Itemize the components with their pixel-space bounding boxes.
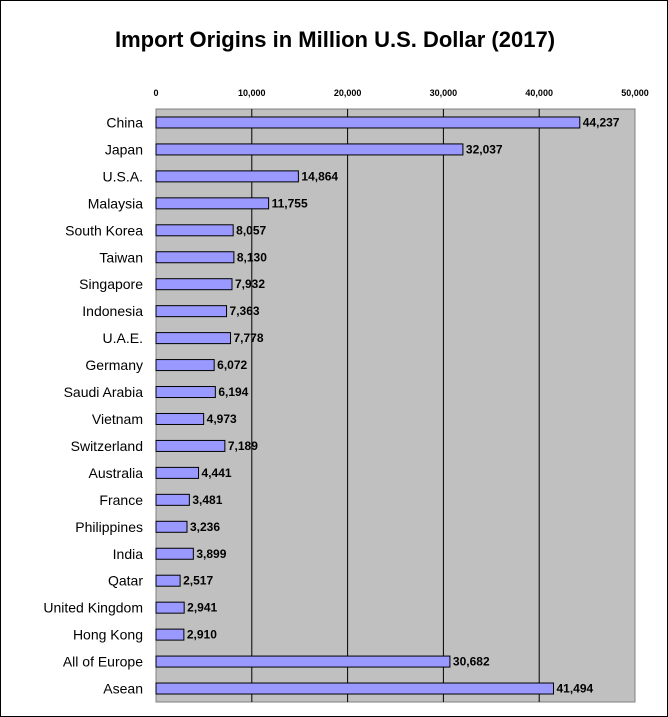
x-tick-label: 0 — [153, 88, 158, 98]
data-label: 41,494 — [557, 682, 594, 696]
x-tick-label: 50,000 — [621, 88, 649, 98]
bar — [155, 574, 181, 587]
category-label: China — [106, 114, 143, 130]
data-label: 44,237 — [583, 115, 620, 129]
data-label: 7,189 — [228, 439, 258, 453]
value-labels: 44,237 32,037 14,864 11,755 8,057 8,130 7,932 7… — [183, 115, 620, 695]
category-label: Hong Kong — [73, 627, 143, 643]
category-label: U.A.E. — [103, 330, 143, 346]
bar — [155, 251, 235, 264]
category-label: Asean — [103, 681, 143, 697]
bar — [155, 601, 185, 614]
category-label: Taiwan — [99, 249, 143, 265]
bar — [155, 332, 232, 345]
category-label: Qatar — [108, 573, 143, 589]
bar — [155, 547, 194, 560]
category-label: Indonesia — [82, 303, 143, 319]
x-axis-ticks: 0 10,000 20,000 30,000 40,000 50,000 — [153, 88, 648, 98]
bar — [155, 224, 234, 237]
gridlines — [251, 109, 540, 702]
category-label: Vietnam — [92, 411, 143, 427]
bar — [155, 116, 581, 129]
bar — [155, 359, 215, 372]
x-tick-label: 20,000 — [334, 88, 362, 98]
category-label: Saudi Arabia — [64, 384, 144, 400]
x-tick-label: 30,000 — [430, 88, 458, 98]
data-label: 4,441 — [202, 466, 232, 480]
category-label: All of Europe — [63, 654, 143, 670]
category-label: South Korea — [65, 222, 143, 238]
bar — [155, 143, 464, 156]
category-label: United Kingdom — [43, 600, 143, 616]
bar — [155, 170, 299, 183]
category-label: Switzerland — [71, 438, 143, 454]
bar — [155, 520, 188, 533]
data-label: 2,517 — [183, 574, 213, 588]
bar — [155, 439, 226, 452]
bar — [155, 682, 555, 695]
category-label: India — [113, 546, 144, 562]
bar — [155, 278, 233, 291]
category-label: Germany — [85, 357, 143, 373]
bar — [155, 655, 451, 668]
data-label: 3,236 — [190, 520, 220, 534]
category-label: Singapore — [79, 276, 143, 292]
bar — [155, 386, 216, 399]
chart-title: Import Origins in Million U.S. Dollar (2… — [114, 27, 556, 52]
data-label: 8,130 — [237, 250, 267, 264]
bar — [155, 628, 185, 641]
x-tick-label: 10,000 — [238, 88, 266, 98]
data-label: 30,682 — [453, 655, 490, 669]
bar — [155, 197, 270, 210]
data-label: 7,932 — [235, 277, 265, 291]
bar — [155, 493, 190, 506]
data-label: 32,037 — [466, 142, 503, 156]
data-label: 6,072 — [217, 358, 247, 372]
category-label: Philippines — [75, 519, 143, 535]
data-label: 7,778 — [234, 331, 264, 345]
x-tick-label: 40,000 — [525, 88, 553, 98]
category-label: U.S.A. — [103, 168, 143, 184]
data-label: 3,899 — [196, 547, 226, 561]
bar — [155, 305, 228, 318]
data-label: 11,755 — [272, 196, 308, 210]
data-label: 2,941 — [187, 601, 217, 615]
data-label: 8,057 — [236, 223, 266, 237]
category-label: Malaysia — [88, 195, 143, 211]
bar — [155, 412, 205, 425]
data-label: 7,363 — [230, 304, 260, 318]
category-labels: China Japan U.S.A. Malaysia South Korea Taiwa… — [43, 114, 143, 696]
category-label: Japan — [105, 141, 143, 157]
data-label: 2,910 — [187, 628, 217, 642]
data-label: 6,194 — [218, 385, 248, 399]
data-label: 3,481 — [192, 493, 222, 507]
category-label: France — [99, 492, 143, 508]
data-label: 4,973 — [207, 412, 237, 426]
bar — [155, 466, 200, 479]
data-label: 14,864 — [301, 169, 338, 183]
category-label: Australia — [89, 465, 144, 481]
bars — [155, 116, 581, 695]
